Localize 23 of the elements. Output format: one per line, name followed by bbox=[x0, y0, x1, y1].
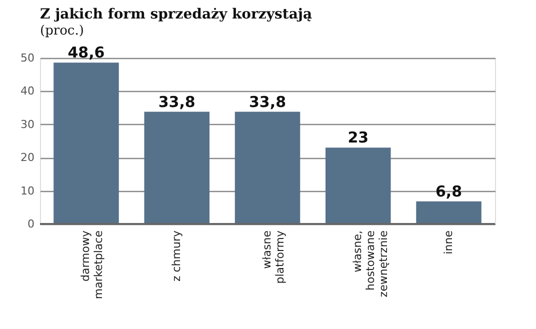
y-tick-label: 0 bbox=[28, 218, 34, 230]
bar bbox=[144, 112, 210, 224]
bar bbox=[54, 62, 119, 224]
x-tick-label: własne, hostowane zewnętrznie bbox=[351, 230, 390, 298]
data-label: 33,8 bbox=[158, 92, 196, 111]
data-label: 48,6 bbox=[68, 44, 105, 62]
data-label: 23 bbox=[348, 128, 369, 147]
x-tick-label: inne bbox=[442, 230, 455, 254]
chart-subtitle: (proc.) bbox=[40, 24, 84, 39]
x-tick-label: z chmury bbox=[170, 230, 183, 282]
data-label: 33,8 bbox=[248, 92, 286, 111]
y-tick-label: 40 bbox=[20, 84, 34, 98]
y-tick-label: 50 bbox=[20, 52, 34, 64]
chart-title: Z jakich form sprzedaży korzystają bbox=[40, 6, 312, 23]
y-tick-label: 10 bbox=[20, 184, 34, 198]
y-tick-label: 20 bbox=[20, 151, 34, 164]
bar bbox=[416, 201, 482, 224]
x-tick-label: darmowy marketplace bbox=[79, 230, 106, 300]
bar bbox=[326, 148, 391, 224]
bar bbox=[234, 112, 300, 224]
y-tick-label: 30 bbox=[20, 118, 34, 131]
data-label: 6,8 bbox=[435, 182, 462, 200]
x-tick-label: własne platformy bbox=[260, 230, 286, 284]
